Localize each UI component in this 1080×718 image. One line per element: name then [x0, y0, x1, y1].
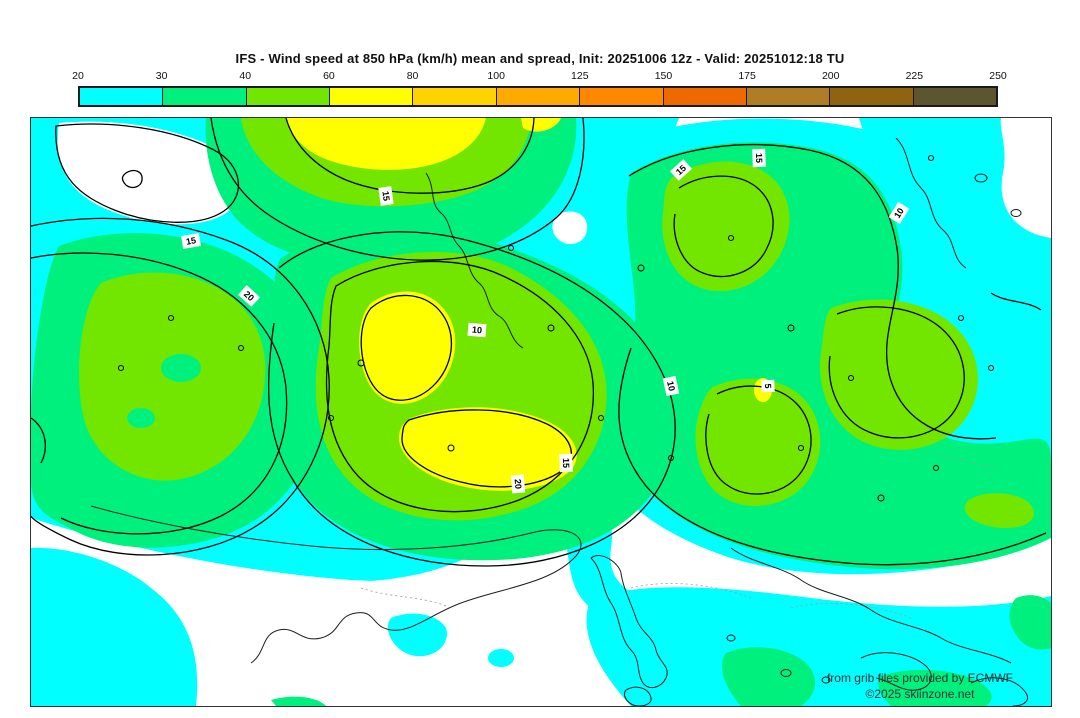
- colorbar-segment: [412, 88, 496, 105]
- colorbar-segment: [745, 88, 830, 105]
- contour-specks: [118, 155, 994, 502]
- colorbar-segment: [912, 88, 996, 105]
- colorbar-tick: 20: [72, 70, 84, 82]
- contour-label: 15: [181, 233, 201, 249]
- contour-label-value: 15: [185, 235, 197, 247]
- contour-label-box: [510, 474, 526, 494]
- colorbar-tick: 100: [487, 70, 505, 82]
- contour-label-value: 10: [472, 325, 483, 336]
- white-region-sea: [31, 518, 582, 706]
- spread-contours: [31, 118, 1047, 567]
- contour-label: 15: [752, 148, 766, 168]
- colorbar-tick: 250: [989, 70, 1007, 82]
- white-region-topleft: [57, 121, 242, 225]
- contour-label-value: 15: [674, 163, 688, 177]
- contour-label: 15: [378, 186, 394, 206]
- colorbar-tick: 40: [239, 70, 252, 82]
- contour-label-box: [669, 159, 693, 181]
- colorbar-bar: [78, 86, 998, 107]
- contour-label-value: 15: [380, 190, 391, 201]
- contour-label-value: 20: [242, 289, 256, 303]
- contour-labels: 15 20 15 10 15 20 15 15 10 10 5: [181, 148, 910, 494]
- colorbar-segment: [579, 88, 663, 105]
- contour-label-box: [752, 148, 766, 168]
- contour-label-box: [888, 201, 910, 225]
- contour-label: 15: [669, 159, 693, 181]
- contour-label: 10: [888, 201, 910, 225]
- colorbar-tick: 30: [155, 70, 168, 82]
- colorbar-tick: 200: [821, 70, 840, 82]
- contour-label-box: [559, 453, 573, 473]
- contour-label: 20: [510, 474, 526, 494]
- contour-label-value: 15: [754, 153, 764, 163]
- contour-label: 15: [559, 453, 573, 473]
- contour-label-box: [467, 322, 487, 338]
- contour-label: 10: [467, 322, 487, 338]
- colorbar-tick: 125: [571, 70, 589, 82]
- attribution-copyright: ©2025 skiinzone.net: [865, 687, 975, 701]
- contour-label-box: [662, 375, 680, 397]
- border-lines: [360, 417, 997, 619]
- colorbar-ticks: 20 30 40 60 80 100 125 150 175 200 225 250: [72, 70, 1007, 83]
- chart-title: IFS - Wind speed at 850 hPa (km/h) mean …: [235, 51, 845, 66]
- colorbar-segment: [495, 88, 580, 105]
- map-svg: 15 20 15 10 15 20 15 15 10 10 5: [31, 118, 1051, 706]
- contour-label-value: 15: [561, 458, 571, 468]
- contour-label: 5: [761, 379, 775, 393]
- contour-label-value: 20: [513, 479, 524, 490]
- fill-green-holes: [127, 354, 201, 428]
- contour-label-box: [378, 186, 394, 206]
- colorbar-tick: 80: [406, 70, 419, 82]
- colorbar-segment: [329, 88, 413, 105]
- colorbar-tick: 60: [323, 70, 335, 82]
- map-canvas: 15 20 15 10 15 20 15 15 10 10 5 from grib files pr…: [30, 117, 1052, 707]
- attribution-source: from grib files provided by ECMWF: [826, 671, 1013, 685]
- colorbar-tick: 150: [654, 70, 673, 82]
- colorbar-segment: [245, 88, 330, 105]
- contour-label-box: [237, 285, 261, 307]
- colorbar-segment: [162, 88, 246, 105]
- contour-label: 20: [237, 285, 261, 307]
- attribution: from grib files provided by ECMWF ©2025 …: [827, 670, 1013, 702]
- contour-label: 10: [662, 375, 680, 397]
- contour-label-box: [761, 379, 775, 393]
- colorbar-segment: [662, 88, 746, 105]
- colorbar-segment: [829, 88, 913, 105]
- colorbar-tick: 225: [905, 70, 924, 82]
- contour-label-box: [181, 233, 201, 249]
- contour-label-value: 10: [665, 380, 677, 392]
- coastlines: [90, 137, 1028, 706]
- fill-yellow-regions: [286, 118, 772, 491]
- contour-label-value: 10: [892, 206, 906, 220]
- colorbar-tick: 175: [738, 70, 756, 82]
- contour-label-value: 5: [763, 383, 773, 388]
- colorbar-segment: [80, 88, 163, 105]
